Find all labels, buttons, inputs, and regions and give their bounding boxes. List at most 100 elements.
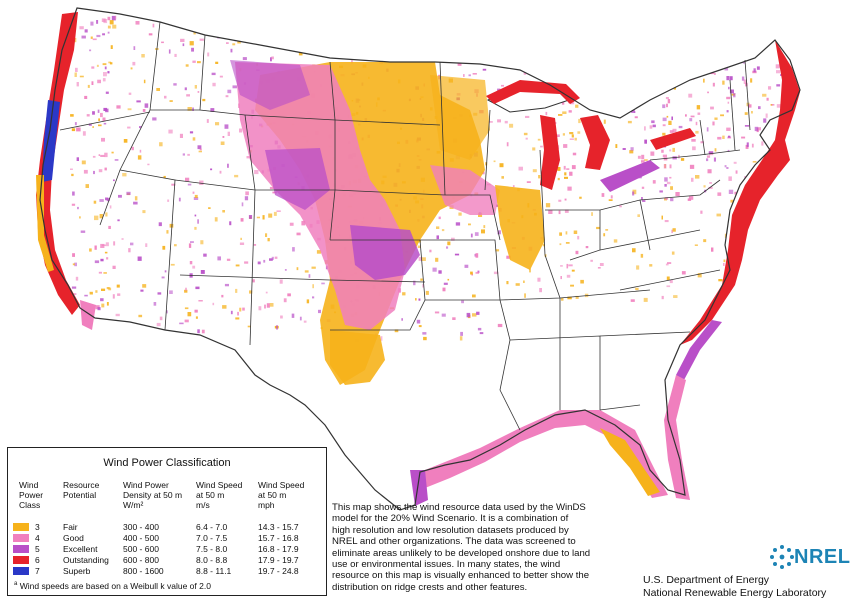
wind-resource-speckle [167, 199, 170, 202]
wind-resource-speckle [661, 80, 666, 83]
wind-resource-speckle [532, 147, 536, 151]
wind-resource-speckle [195, 286, 200, 290]
wind-resource-speckle [226, 258, 231, 261]
wind-resource-speckle [540, 145, 543, 148]
wind-resource-speckle [664, 197, 669, 200]
wind-resource-speckle [666, 115, 669, 118]
wind-resource-speckle [470, 271, 473, 275]
legend-speed-ms: 7.5 - 8.0 [196, 544, 228, 554]
wind-resource-speckle [101, 288, 106, 291]
wind-resource-speckle [351, 60, 353, 64]
legend-class: 4 [35, 533, 40, 543]
wind-resource-speckle [620, 110, 625, 113]
wind-resource-speckle [224, 283, 229, 287]
wind-resource-speckle [746, 177, 750, 180]
wind-resource-speckle [537, 277, 541, 282]
wind-resource-speckle [579, 97, 584, 100]
wind-resource-speckle [418, 256, 423, 261]
wind-resource-speckle [666, 276, 670, 281]
wind-resource-speckle [665, 77, 669, 81]
wind-resource-speckle [108, 61, 111, 64]
wind-resource-speckle [577, 235, 580, 240]
wind-resource-speckle [539, 288, 542, 293]
wind-resource-speckle [170, 263, 175, 266]
wind-resource-speckle [83, 169, 88, 174]
wind-resource-speckle [671, 60, 676, 63]
legend-potential: Excellent [63, 544, 98, 554]
wind-resource-speckle [152, 23, 155, 28]
wind-resource-speckle [751, 143, 754, 148]
wind-resource-speckle [615, 144, 618, 148]
legend-swatch [13, 534, 29, 542]
wind-resource-speckle [637, 214, 640, 217]
wind-resource-speckle [708, 186, 713, 189]
wind-resource-speckle [558, 210, 561, 215]
wind-resource-speckle [248, 215, 253, 219]
wind-resource-speckle [127, 108, 132, 111]
wind-resource-speckle [561, 100, 565, 105]
wind-resource-speckle [571, 134, 574, 138]
wind-resource-speckle [670, 69, 673, 72]
wind-resource-speckle [672, 128, 677, 133]
wind-resource-speckle [143, 79, 146, 84]
wind-resource-speckle [703, 185, 706, 188]
wind-resource-speckle [91, 66, 95, 69]
wind-resource-speckle [103, 122, 107, 125]
wind-resource-speckle [116, 284, 120, 288]
wind-resource-speckle [708, 151, 714, 154]
wind-resource-speckle [198, 300, 203, 302]
wind-resource-speckle [296, 232, 301, 236]
wind-resource-speckle [256, 216, 260, 219]
wind-resource-speckle [596, 226, 600, 230]
wind-resource-speckle [642, 86, 645, 89]
wind-resource-speckle [605, 229, 609, 231]
wind-resource-speckle [246, 156, 251, 159]
wind-resource-speckle [707, 169, 712, 174]
wind-resource-speckle [235, 288, 238, 293]
wind-resource-speckle [245, 191, 249, 196]
wind-resource-speckle [90, 21, 94, 26]
wind-resource-speckle [139, 149, 142, 153]
wind-resource-speckle [666, 285, 671, 288]
legend-header-potential: Resource Potential [63, 480, 99, 500]
wind-resource-speckle [244, 261, 249, 264]
wind-resource-speckle [192, 191, 195, 194]
wind-resource-speckle [766, 97, 769, 101]
wind-resource-speckle [271, 256, 274, 260]
wind-resource-speckle [529, 268, 531, 273]
wind-resource-speckle [723, 263, 725, 266]
wind-resource-speckle [184, 87, 187, 91]
wind-resource-speckle [537, 138, 541, 141]
wind-resource-speckle [234, 174, 239, 178]
legend-header-density: Wind Power Density at 50 m W/m² [123, 480, 182, 510]
wind-resource-speckle [561, 78, 566, 83]
wind-resource-speckle [84, 29, 88, 33]
atlantic-good-band [664, 375, 690, 500]
wind-resource-speckle [184, 319, 189, 323]
wind-resource-speckle [271, 56, 274, 60]
wind-resource-speckle [227, 131, 230, 136]
wind-resource-speckle [434, 311, 440, 314]
wind-resource-speckle [608, 199, 613, 201]
wind-resource-speckle [758, 127, 761, 131]
wind-resource-speckle [632, 189, 637, 195]
wind-resource-speckle [782, 193, 786, 196]
wind-resource-speckle [644, 126, 646, 131]
wind-resource-speckle [475, 253, 479, 258]
wind-resource-speckle [714, 148, 717, 152]
wind-resource-speckle [94, 245, 97, 250]
wind-resource-speckle [658, 66, 662, 70]
legend-header-speed-ms-line: at 50 m [196, 490, 225, 500]
wind-resource-speckle [716, 213, 721, 217]
wind-resource-speckle [659, 190, 663, 193]
wind-resource-speckle [97, 109, 100, 113]
wind-resource-speckle [463, 74, 465, 77]
wind-resource-speckle [127, 126, 131, 129]
wind-resource-speckle [711, 247, 714, 252]
wind-resource-speckle [89, 248, 92, 252]
wind-resource-speckle [695, 130, 699, 134]
wind-resource-speckle [220, 15, 223, 20]
wind-resource-speckle [72, 263, 75, 266]
wind-resource-speckle [112, 265, 116, 269]
